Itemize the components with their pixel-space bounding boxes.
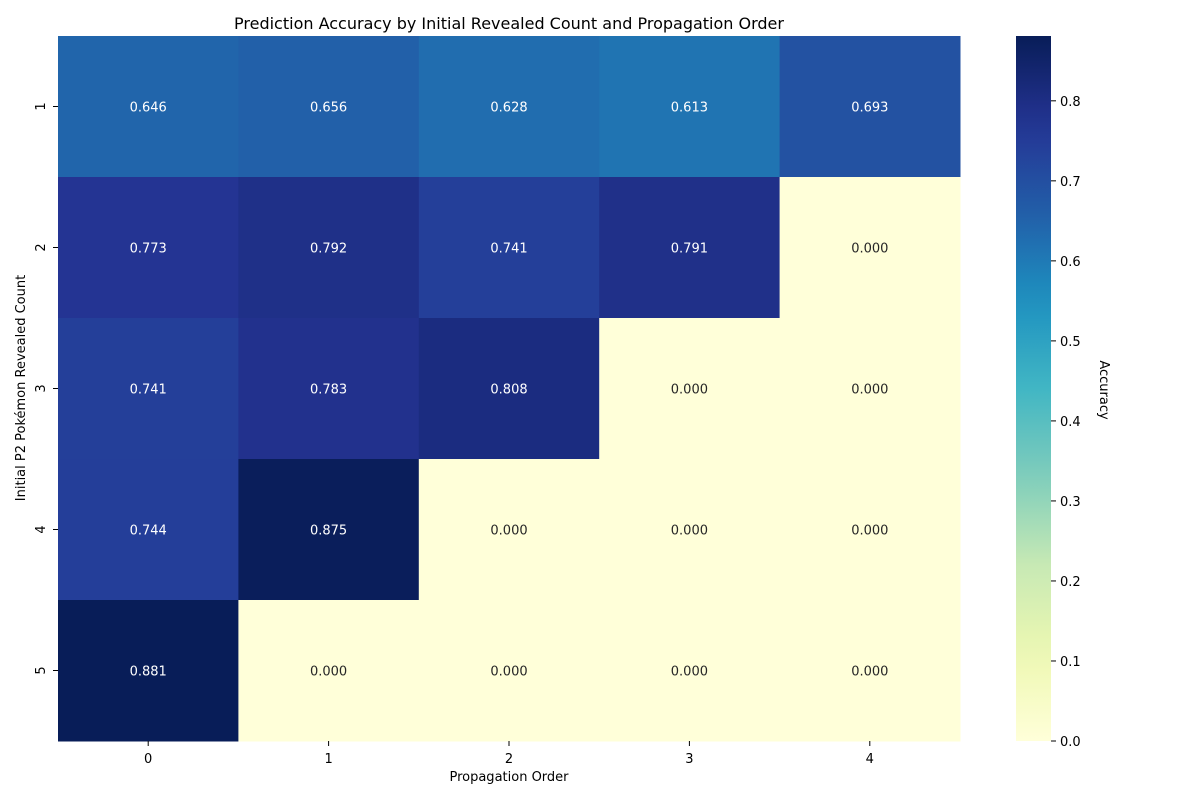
cell-value-label: 0.773 [130,242,167,257]
chart-title: Prediction Accuracy by Initial Revealed … [234,14,784,33]
heatmap-cell [599,36,781,178]
x-axis-label: Propagation Order [449,770,569,785]
heatmap-cell [418,36,600,178]
colorbar-tick-label: 0.8 [1060,95,1081,110]
cell-value-label: 0.000 [851,665,888,680]
cell-value-label: 0.741 [130,383,167,398]
cell-value-label: 0.744 [130,524,167,539]
colorbar-tick-label: 0.3 [1060,495,1081,510]
heatmap-cell [779,36,961,178]
cell-value-label: 0.000 [671,383,708,398]
y-tick-label: 1 [34,102,49,110]
x-axis-ticks: 0 1 2 3 4 [144,741,874,767]
cell-value-label: 0.741 [490,242,527,257]
heatmap-cell [238,177,420,319]
cell-value-label: 0.000 [671,524,708,539]
cell-value-label: 0.656 [310,101,347,116]
heatmap-cell [418,600,600,742]
heatmap-cell [238,459,420,601]
heatmap-cell [58,459,239,601]
heatmap-cell [599,177,781,319]
colorbar-tick-label: 0.5 [1060,335,1081,350]
cell-value-label: 0.000 [851,524,888,539]
cell-value-label: 0.808 [490,383,527,398]
heatmap-cell [58,318,239,460]
cell-value-label: 0.875 [310,524,347,539]
colorbar [1016,36,1051,741]
y-tick-label: 3 [34,384,49,392]
colorbar-label: Accuracy [1096,360,1111,420]
colorbar-ticks: 0.0 0.1 0.2 0.3 0.4 0.5 0.6 0.7 0.8 [1051,95,1081,750]
colorbar-tick-label: 0.4 [1060,415,1081,430]
cell-value-label: 0.791 [671,242,708,257]
heatmap-cell [779,177,961,319]
cell-value-label: 0.613 [671,101,708,116]
cell-value-label: 0.000 [851,383,888,398]
cell-value-label: 0.000 [671,665,708,680]
heatmap-cell-labels: 0.646 0.656 0.628 0.613 0.693 0.773 0.792 0.741… [130,101,889,680]
heatmap-cell [418,459,600,601]
cell-value-label: 0.783 [310,383,347,398]
y-tick-label: 2 [34,243,49,251]
y-axis-ticks: 1 2 3 4 5 [34,102,58,675]
colorbar-tick-label: 0.1 [1060,655,1081,670]
heatmap-cell [599,600,781,742]
heatmap-cells [58,36,961,742]
cell-value-label: 0.000 [851,242,888,257]
heatmap-cell [238,36,420,178]
y-axis-label: Initial P2 Pokémon Revealed Count [14,275,29,501]
cell-value-label: 0.000 [490,665,527,680]
y-tick-label: 5 [34,666,49,674]
heatmap-cell [238,600,420,742]
x-tick-label: 1 [324,752,332,767]
y-tick-label: 4 [34,525,49,533]
x-tick-label: 0 [144,752,152,767]
heatmap-cell [599,459,781,601]
x-tick-label: 4 [866,752,874,767]
cell-value-label: 0.881 [130,665,167,680]
cell-value-label: 0.693 [851,101,888,116]
heatmap-cell [599,318,781,460]
colorbar-tick-label: 0.7 [1060,175,1081,190]
heatmap-cell [58,177,239,319]
cell-value-label: 0.000 [310,665,347,680]
cell-value-label: 0.000 [490,524,527,539]
heatmap-cell [418,318,600,460]
heatmap-cell [58,36,239,178]
colorbar-tick-label: 0.6 [1060,255,1081,270]
cell-value-label: 0.792 [310,242,347,257]
cell-value-label: 0.646 [130,101,167,116]
x-tick-label: 3 [685,752,693,767]
cell-value-label: 0.628 [490,101,527,116]
colorbar-tick-label: 0.0 [1060,735,1081,750]
heatmap-cell [779,600,961,742]
heatmap-cell [238,318,420,460]
x-tick-label: 2 [505,752,513,767]
heatmap-cell [779,459,961,601]
heatmap-cell [779,318,961,460]
heatmap-cell [58,600,239,742]
heatmap-cell [418,177,600,319]
colorbar-tick-label: 0.2 [1060,575,1081,590]
